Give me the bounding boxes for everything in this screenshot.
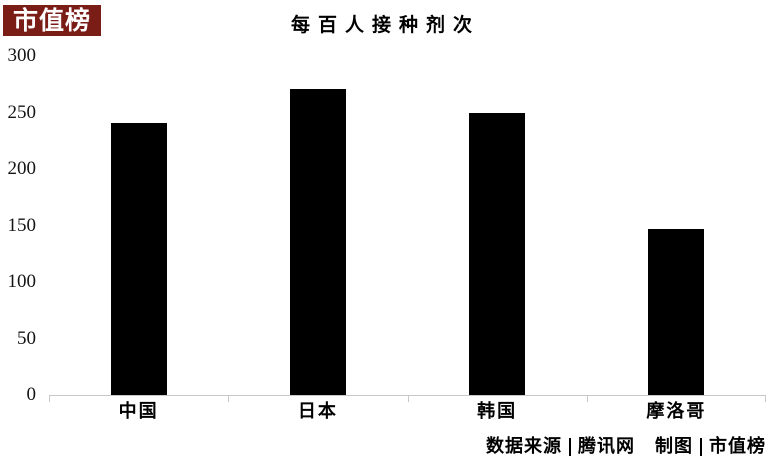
separator-bar [700, 438, 702, 456]
bar [110, 122, 167, 395]
x-category-label: 韩国 [477, 401, 518, 422]
separator-bar [569, 438, 571, 456]
source-label: 数据来源 [486, 436, 562, 457]
chart-title: 每百人接种剂次 [290, 14, 480, 36]
x-axis-tick [407, 395, 409, 402]
y-axis-tick-label: 50 [17, 327, 36, 349]
y-axis-tick-label: 200 [7, 158, 37, 179]
brand-logo: 市值榜 [3, 5, 101, 36]
y-axis-tick-label: 250 [7, 101, 37, 123]
bar [648, 228, 705, 395]
y-axis: 0 50 100 150 200 250 300 [0, 0, 37, 465]
x-category-label: 中国 [118, 401, 159, 422]
credit-label: 制图 [655, 436, 693, 457]
x-axis-labels: 中国 日本 韩国 摩洛哥 [49, 402, 766, 424]
plot-area [49, 56, 766, 402]
x-category-label: 摩洛哥 [646, 401, 707, 422]
source-value: 腾讯网 [578, 436, 635, 457]
x-category-label: 日本 [297, 401, 338, 422]
bar [469, 112, 526, 395]
x-axis-tick [49, 395, 50, 402]
y-axis-tick-label: 150 [7, 214, 37, 236]
credit-value: 市值榜 [709, 436, 766, 457]
x-axis-tick [765, 395, 766, 402]
brand-logo-text: 市值榜 [12, 6, 91, 35]
source-credit-line: 数据来源 腾讯网 制图 市值榜 [486, 436, 766, 458]
x-axis-tick [228, 395, 230, 402]
y-axis-tick-label: 300 [7, 45, 37, 66]
y-axis-tick-label: 0 [26, 384, 37, 405]
y-axis-tick-label: 100 [7, 271, 37, 292]
bar [289, 88, 346, 395]
x-axis-tick [586, 395, 588, 402]
